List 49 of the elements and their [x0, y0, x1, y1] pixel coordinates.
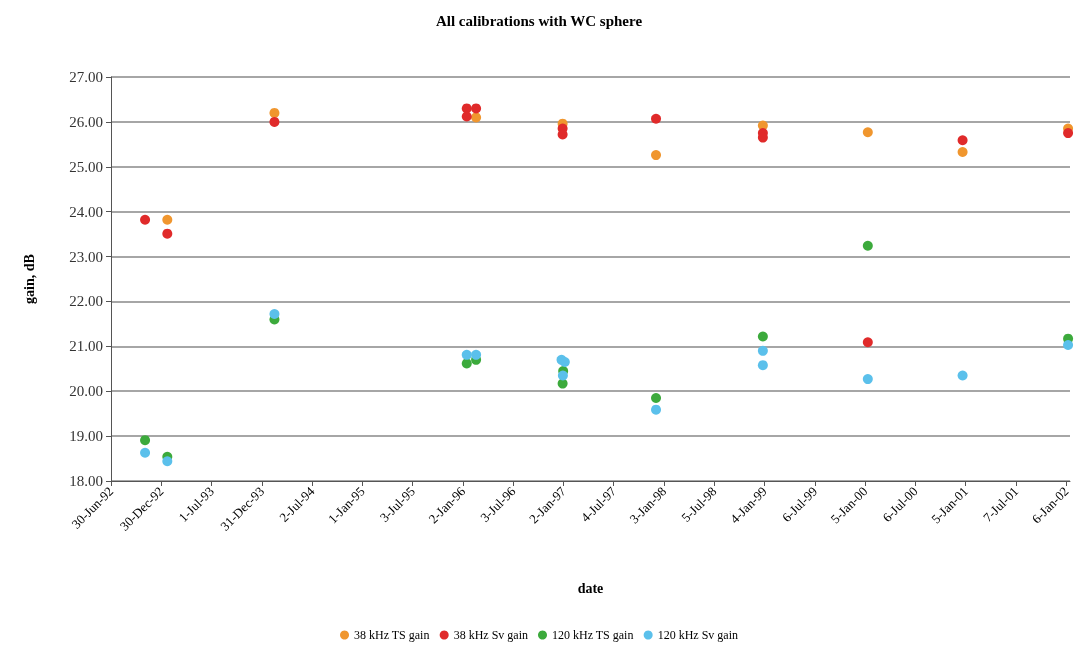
y-tick-label: 25.00	[69, 158, 103, 175]
point	[757, 360, 768, 371]
point	[162, 214, 173, 225]
point	[957, 370, 968, 381]
point	[862, 337, 873, 348]
point	[862, 374, 873, 385]
point	[461, 358, 472, 369]
point	[162, 456, 173, 467]
point	[557, 370, 568, 381]
legend-label: 120 kHz TS gain	[552, 628, 634, 642]
point	[269, 107, 280, 118]
point	[957, 146, 968, 157]
y-tick-label: 26.00	[69, 113, 103, 130]
point	[162, 228, 173, 239]
legend-label: 38 kHz Sv gain	[453, 628, 528, 642]
point	[651, 392, 662, 403]
point	[757, 331, 768, 342]
point	[757, 345, 768, 356]
point	[269, 116, 280, 127]
point	[862, 240, 873, 251]
legend-label: 120 kHz Sv gain	[657, 628, 738, 642]
point	[269, 309, 280, 320]
y-tick-label: 27.00	[69, 69, 103, 85]
y-tick-label: 19.00	[69, 428, 103, 445]
chart-title: All calibrations with WC sphere	[435, 12, 643, 29]
point	[1063, 128, 1074, 139]
y-tick-label: 21.00	[69, 338, 103, 355]
y-tick-label: 20.00	[69, 383, 103, 400]
point	[140, 214, 151, 225]
y-axis-title: gain, dB	[21, 254, 37, 304]
point	[471, 103, 482, 114]
point	[140, 435, 151, 446]
legend-label: 38 kHz TS gain	[354, 628, 430, 642]
y-tick-label: 23.00	[69, 248, 103, 265]
y-tick-label: 22.00	[69, 293, 103, 310]
point	[140, 447, 151, 458]
point	[471, 349, 482, 360]
point	[1063, 339, 1074, 350]
point	[862, 127, 873, 138]
y-tick-label: 24.00	[69, 203, 103, 220]
x-axis-title: date	[577, 580, 604, 596]
point	[651, 150, 662, 161]
point	[461, 111, 472, 122]
point	[651, 113, 662, 124]
y-tick-label: 18.00	[69, 473, 103, 489]
point	[651, 404, 662, 415]
point	[957, 135, 968, 146]
point	[471, 112, 482, 123]
point	[461, 349, 472, 360]
